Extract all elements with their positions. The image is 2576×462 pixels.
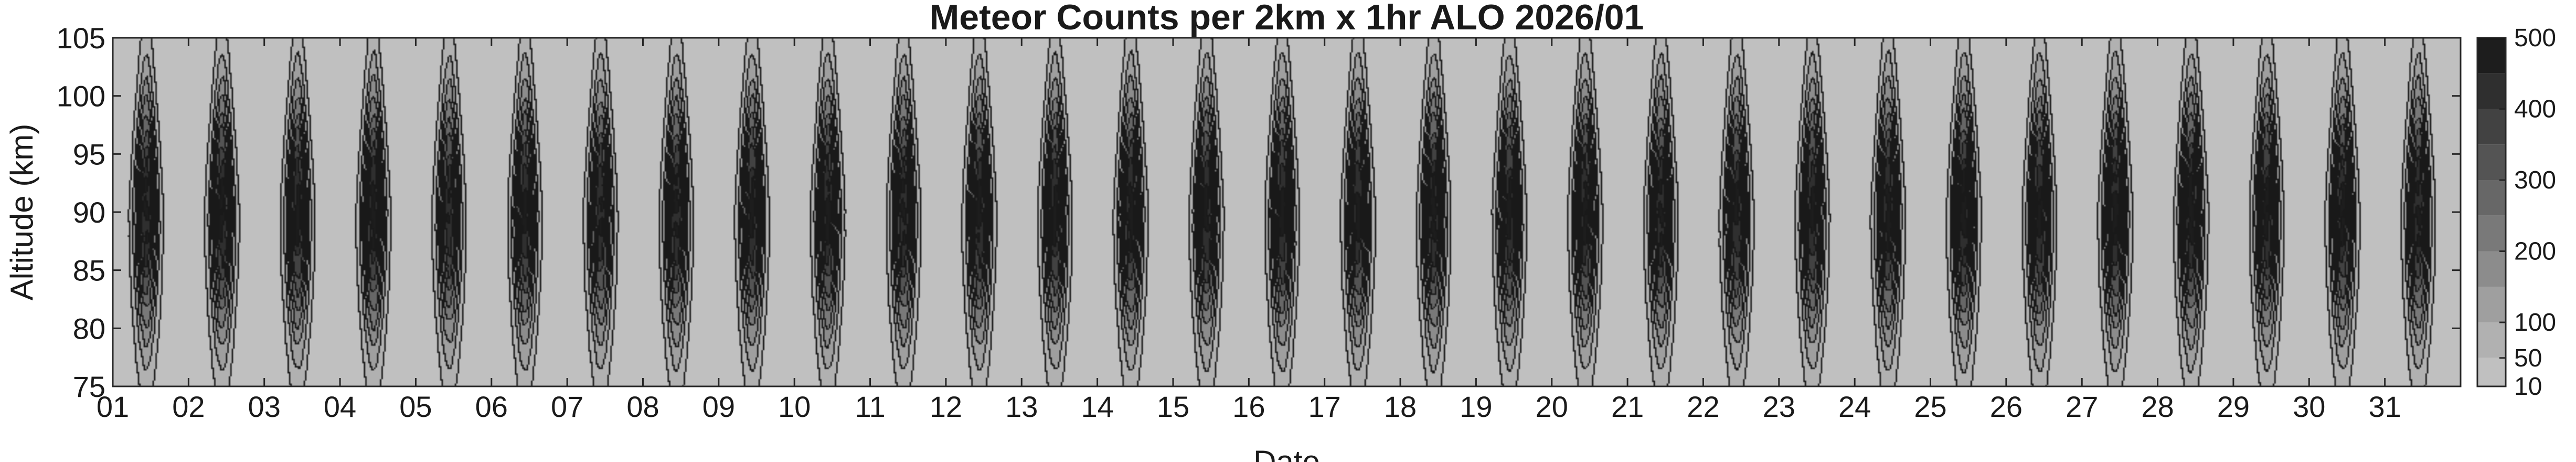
x-tick-label: 23 <box>1763 390 1795 423</box>
contour-fill <box>113 38 2461 386</box>
colorbar-band <box>2477 251 2506 287</box>
x-tick-label: 31 <box>2368 390 2401 423</box>
x-tick-label: 26 <box>1990 390 2023 423</box>
x-tick-label: 01 <box>97 390 129 423</box>
x-tick-label: 08 <box>626 390 659 423</box>
colorbar-band <box>2477 287 2506 323</box>
colorbar-tick-label: 100 <box>2514 309 2556 337</box>
x-tick-label: 16 <box>1232 390 1265 423</box>
x-tick-label: 02 <box>172 390 205 423</box>
x-tick-label: 19 <box>1460 390 1492 423</box>
y-tick-label: 85 <box>73 254 105 287</box>
x-tick-label: 25 <box>1914 390 1946 423</box>
x-tick-label: 09 <box>702 390 735 423</box>
x-tick-label: 03 <box>248 390 281 423</box>
x-tick-label: 30 <box>2293 390 2325 423</box>
colorbar-tick-label: 50 <box>2514 344 2542 372</box>
y-tick-label: 90 <box>73 196 105 229</box>
x-tick-label: 17 <box>1308 390 1341 423</box>
x-tick-label: 06 <box>475 390 508 423</box>
x-tick-label: 07 <box>551 390 583 423</box>
x-tick-label: 13 <box>1005 390 1038 423</box>
x-tick-label: 14 <box>1081 390 1113 423</box>
colorbar-tick-label: 10 <box>2514 373 2542 401</box>
y-axis: 75 80 85 90 95 100 105 <box>57 22 2461 403</box>
chart-title: Meteor Counts per 2km x 1hr ALO 2026/01 <box>930 0 1644 37</box>
x-tick-label: 10 <box>778 390 811 423</box>
x-tick-label: 21 <box>1611 390 1644 423</box>
x-tick-label: 28 <box>2141 390 2174 423</box>
x-tick-label: 15 <box>1157 390 1189 423</box>
colorbar-band <box>2477 358 2506 386</box>
x-tick-label: 04 <box>324 390 356 423</box>
x-tick-label: 12 <box>930 390 962 423</box>
colorbar-band <box>2477 73 2506 109</box>
x-axis: 01 02 03 04 05 06 07 08 09 10 11 12 13 14 15 16 17 18 19 20… <box>97 38 2401 423</box>
x-tick-label: 18 <box>1384 390 1417 423</box>
y-tick-label: 105 <box>57 22 105 55</box>
x-tick-label: 05 <box>399 390 432 423</box>
x-tick-label: 24 <box>1838 390 1871 423</box>
colorbar-band <box>2477 322 2506 358</box>
x-tick-label: 27 <box>2066 390 2098 423</box>
y-tick-label: 75 <box>73 370 105 403</box>
y-axis-label: Altitude (km) <box>4 124 39 301</box>
y-tick-label: 100 <box>57 80 105 113</box>
x-axis-label: Date <box>1253 444 1320 462</box>
colorbar-tick-label: 300 <box>2514 166 2556 194</box>
colorbar-band <box>2477 215 2506 251</box>
y-tick-label: 80 <box>73 312 105 345</box>
colorbar-band <box>2477 144 2506 181</box>
colorbar-band <box>2477 180 2506 216</box>
contour-plot-area <box>113 38 2461 386</box>
colorbar-tick-label: 500 <box>2514 24 2556 52</box>
colorbar-tick-label: 400 <box>2514 96 2556 123</box>
x-tick-label: 11 <box>855 390 885 423</box>
x-tick-label: 22 <box>1687 390 1719 423</box>
colorbar-border <box>2476 37 2507 387</box>
x-tick-label: 20 <box>1536 390 1568 423</box>
colorbar-tick-label: 200 <box>2514 238 2556 266</box>
colorbar-band <box>2477 109 2506 145</box>
x-tick-label: 29 <box>2217 390 2250 423</box>
colorbar-band <box>2477 38 2506 74</box>
y-tick-label: 95 <box>73 138 105 171</box>
